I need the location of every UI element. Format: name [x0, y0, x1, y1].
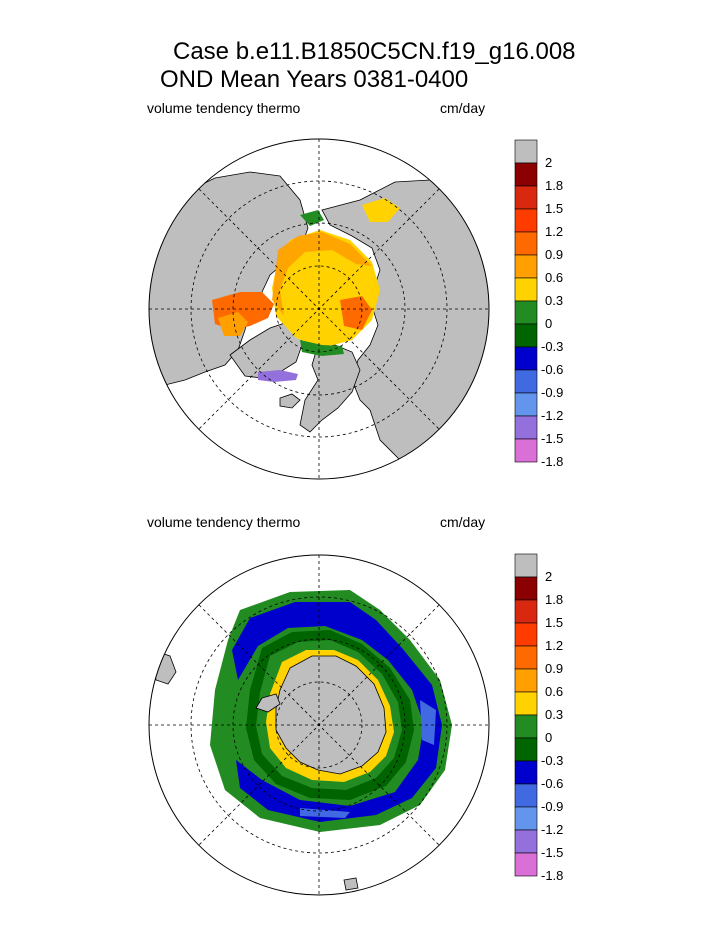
north-colorbar-label: -0.3 [541, 339, 563, 354]
south-colorbar-label: 1.2 [545, 638, 563, 653]
north-colorbar-swatch [514, 231, 538, 256]
north-land-eurasia [321, 179, 489, 461]
south-land-island [343, 877, 359, 891]
north-colorbar-label: 2 [545, 155, 552, 170]
south-colorbar-label: -0.3 [541, 753, 563, 768]
north-colorbar-swatch [514, 277, 538, 302]
south-colorbar-swatch [514, 737, 538, 762]
south-colorbar-swatch [514, 622, 538, 647]
south-colorbar-swatch [514, 645, 538, 670]
north-colorbar-swatch [514, 185, 538, 210]
south-colorbar-swatch [514, 599, 538, 624]
south-colorbar-swatch [514, 668, 538, 693]
north-field-hudson-bay [218, 312, 248, 336]
figure-title-line1: Case b.e11.B1850C5CN.f19_g16.008 [173, 38, 576, 65]
south-colorbar-label: -1.8 [541, 868, 563, 883]
south-colorbar-swatch [514, 553, 538, 578]
north-colorbar-swatch [514, 162, 538, 187]
south-colorbar-label: 0.6 [545, 684, 563, 699]
north-colorbar-label: 0.9 [545, 247, 563, 262]
south-land-antarctica [275, 655, 387, 775]
south-colorbar-swatch [514, 783, 538, 808]
north-colorbar-label: 1.2 [545, 224, 563, 239]
north-polar-map [148, 138, 490, 480]
north-colorbar-swatch [514, 208, 538, 233]
north-colorbar-label: 0.3 [545, 293, 563, 308]
north-colorbar-label: 1.5 [545, 201, 563, 216]
north-colorbar-label: 1.8 [545, 178, 563, 193]
north-field-barents-kara [340, 296, 372, 330]
south-colorbar-label: -0.6 [541, 776, 563, 791]
south-colorbar-swatch [514, 576, 538, 601]
north-colorbar-swatch [514, 323, 538, 348]
north-colorbar: 2 1.8 1.5 1.2 0.9 0.6 0.3 0 -0.3 -0.6 -0.9 -1.2 -1.5… [514, 139, 563, 469]
north-colorbar-label: -1.2 [541, 408, 563, 423]
north-field-positive-fringe [272, 232, 372, 316]
north-colorbar-label: 0 [545, 316, 552, 331]
south-colorbar-label: 1.5 [545, 615, 563, 630]
north-colorbar-swatch [514, 415, 538, 440]
north-colorbar-swatch [514, 438, 538, 463]
south-colorbar-swatch [514, 714, 538, 739]
south-colorbar-label: -1.5 [541, 845, 563, 860]
north-colorbar-label: -0.9 [541, 385, 563, 400]
north-units-label: cm/day [440, 100, 486, 116]
figure-title-line2: OND Mean Years 0381-0400 [160, 66, 469, 93]
south-colorbar-swatch [514, 829, 538, 854]
south-colorbar-swatch [514, 691, 538, 716]
north-colorbar-swatch [514, 346, 538, 371]
south-colorbar-label: 1.8 [545, 592, 563, 607]
north-colorbar-swatch [514, 254, 538, 279]
south-field-light-blue [300, 700, 436, 818]
south-land-peninsula [255, 693, 281, 713]
south-graticule [149, 555, 489, 895]
north-colorbar-label: -0.6 [541, 362, 563, 377]
south-colorbar: 2 1.8 1.5 1.2 0.9 0.6 0.3 0 -0.3 -0.6 -0.9 -1.2 -1.5… [514, 553, 563, 883]
north-colorbar-swatch [514, 139, 538, 164]
south-map-boundary [148, 554, 490, 896]
south-colorbar-swatch [514, 806, 538, 831]
north-colorbar-label: 0.6 [545, 270, 563, 285]
north-variable-label: volume tendency thermo [147, 100, 301, 116]
south-colorbar-label: -1.2 [541, 822, 563, 837]
north-land-scandinavia [299, 344, 361, 433]
north-colorbar-label: -1.5 [541, 431, 563, 446]
north-colorbar-label: -1.8 [541, 454, 563, 469]
south-colorbar-label: -0.9 [541, 799, 563, 814]
south-units-label: cm/day [440, 514, 486, 530]
north-map-boundary [148, 138, 490, 480]
south-polar-map [148, 554, 490, 896]
north-field-greenland-sea [258, 370, 298, 382]
north-field-nordic-negative [300, 340, 344, 356]
south-field-blue-band [232, 602, 442, 822]
south-colorbar-label: 0.9 [545, 661, 563, 676]
south-colorbar-swatch [514, 760, 538, 785]
north-colorbar-swatch [514, 369, 538, 394]
south-colorbar-swatch [514, 852, 538, 877]
north-land-iceland [279, 393, 301, 409]
north-field-bering [300, 210, 324, 226]
north-field-okhotsk [362, 198, 400, 222]
south-colorbar-label: 0.3 [545, 707, 563, 722]
north-colorbar-swatch [514, 300, 538, 325]
south-colorbar-label: 0 [545, 730, 552, 745]
north-colorbar-swatch [514, 392, 538, 417]
north-graticule [149, 139, 489, 479]
south-variable-label: volume tendency thermo [147, 514, 301, 530]
south-colorbar-label: 2 [545, 569, 552, 584]
